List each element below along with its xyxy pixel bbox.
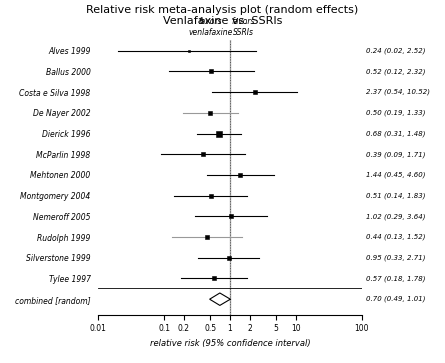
Polygon shape [210, 293, 231, 305]
Text: 0.52 (0.12, 2.32): 0.52 (0.12, 2.32) [366, 68, 425, 75]
Text: 0.39 (0.09, 1.71): 0.39 (0.09, 1.71) [366, 151, 425, 158]
Text: favors
venlafaxine: favors venlafaxine [188, 17, 232, 37]
Text: 0.50 (0.19, 1.33): 0.50 (0.19, 1.33) [366, 110, 425, 116]
Text: 0.70 (0.49, 1.01): 0.70 (0.49, 1.01) [366, 296, 425, 302]
X-axis label: relative risk (95% confidence interval): relative risk (95% confidence interval) [150, 339, 310, 348]
Text: 0.68 (0.31, 1.48): 0.68 (0.31, 1.48) [366, 130, 425, 137]
Text: favors
SSRIs: favors SSRIs [232, 17, 255, 37]
Text: 0.57 (0.18, 1.78): 0.57 (0.18, 1.78) [366, 275, 425, 282]
Text: 0.95 (0.33, 2.71): 0.95 (0.33, 2.71) [366, 254, 425, 261]
Text: 0.24 (0.02, 2.52): 0.24 (0.02, 2.52) [366, 48, 425, 54]
Text: 0.51 (0.14, 1.83): 0.51 (0.14, 1.83) [366, 192, 425, 199]
Text: 1.02 (0.29, 3.64): 1.02 (0.29, 3.64) [366, 213, 425, 220]
Text: 1.44 (0.45, 4.60): 1.44 (0.45, 4.60) [366, 172, 425, 178]
Text: 2.37 (0.54, 10.52): 2.37 (0.54, 10.52) [366, 89, 430, 95]
Text: Relative risk meta-analysis plot (random effects): Relative risk meta-analysis plot (random… [86, 5, 359, 16]
Text: Venlafaxine vs. SSRIs: Venlafaxine vs. SSRIs [163, 16, 282, 26]
Text: 0.44 (0.13, 1.52): 0.44 (0.13, 1.52) [366, 234, 425, 240]
